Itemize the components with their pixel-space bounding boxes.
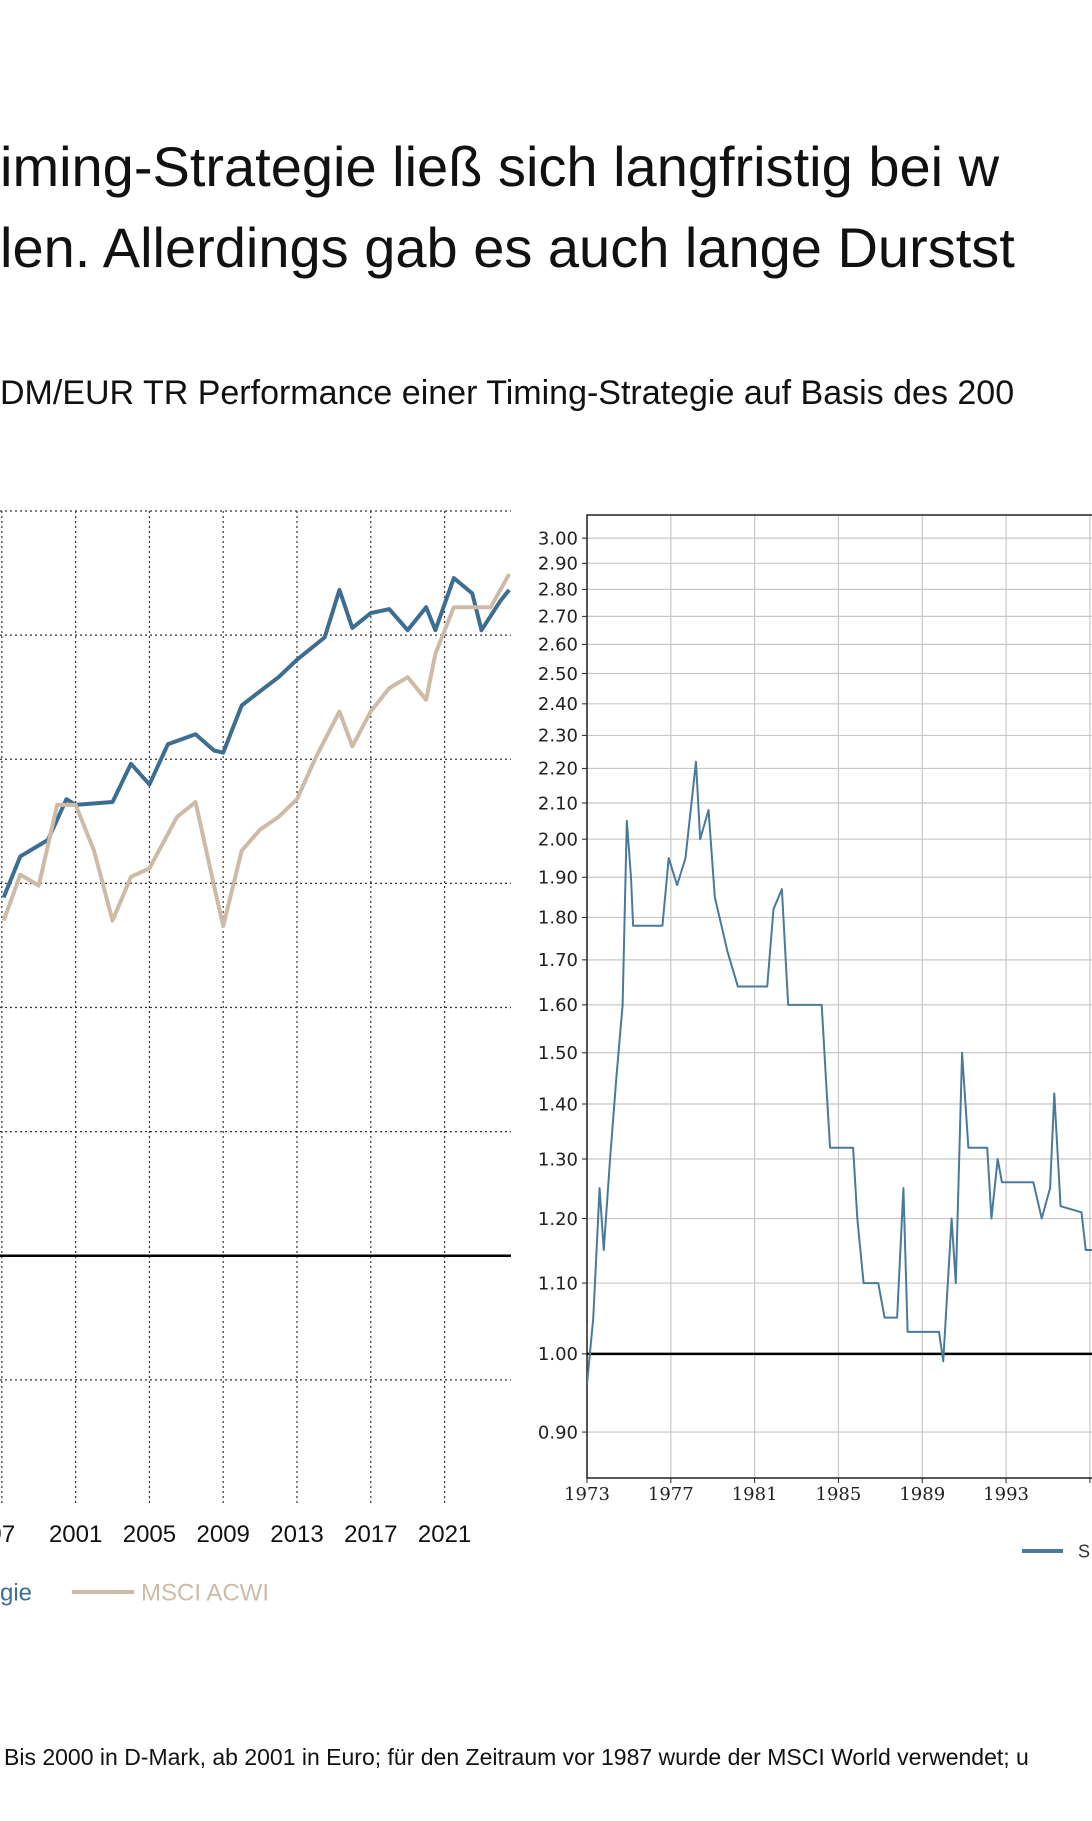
subtitle: DM/EUR TR Performance einer Timing-Strat… xyxy=(0,374,1014,412)
y-tick-label: 2.20 xyxy=(538,759,578,780)
y-tick-label: 0.90 xyxy=(538,1422,578,1443)
y-tick-label: 1.90 xyxy=(538,868,578,889)
x-tick-label: 2005 xyxy=(123,1521,176,1548)
y-tick-label: 1.50 xyxy=(538,1043,578,1064)
legend-label: S xyxy=(1078,1541,1090,1561)
y-tick-label: 2.70 xyxy=(538,607,578,628)
y-tick-label: 2.80 xyxy=(538,580,578,601)
x-tick-label: 1989 xyxy=(899,1484,945,1505)
x-tick-label: 1985 xyxy=(816,1484,862,1505)
y-tick-label: 1.40 xyxy=(538,1094,578,1115)
x-tick-label: 19 xyxy=(1090,1484,1092,1505)
y-tick-label: 1.70 xyxy=(538,950,578,971)
x-tick-label: 2001 xyxy=(49,1521,102,1548)
footnote: Bis 2000 in D-Mark, ab 2001 in Euro; für… xyxy=(4,1744,1029,1770)
x-tick-label: 2021 xyxy=(418,1521,471,1548)
title-line: iming-Strategie ließ sich langfristig be… xyxy=(0,135,1000,198)
series-line xyxy=(587,760,1092,1385)
y-tick-label: 1.10 xyxy=(538,1273,578,1294)
title-line: len. Allerdings gab es auch lange Dursts… xyxy=(0,216,1015,279)
y-tick-label: 1.60 xyxy=(538,995,578,1016)
chart: 0.90 1.00 1.10 1.20 1.30 1.40 1.50 1.60 1.70 1.80… xyxy=(538,514,1092,1561)
x-tick-label: 1981 xyxy=(732,1484,778,1505)
y-tick-label: 1.30 xyxy=(538,1149,578,1170)
axis-frame xyxy=(586,514,1092,1479)
y-tick-label: 2.40 xyxy=(538,694,578,715)
y-tick-label: 2.50 xyxy=(538,664,578,685)
x-tick-label: 2013 xyxy=(270,1521,323,1548)
x-tick-label: 97 xyxy=(0,1521,15,1548)
y-tick-label: 1.00 xyxy=(538,1344,578,1365)
legend-label: MSCI ACWI xyxy=(141,1579,269,1606)
y-tick-label: 2.60 xyxy=(538,635,578,656)
series-line xyxy=(1,576,511,899)
y-tick-label: 2.00 xyxy=(538,829,578,850)
x-tick-label: 1977 xyxy=(648,1484,694,1505)
x-tick-label: 1973 xyxy=(564,1484,610,1505)
y-tick-label: 3.00 xyxy=(538,528,578,549)
x-tick-label: 2017 xyxy=(344,1521,397,1548)
y-tick-label: 2.30 xyxy=(538,726,578,747)
legend-label: gie xyxy=(0,1579,32,1606)
y-tick-label: 1.20 xyxy=(538,1209,578,1230)
x-tick-label: 2009 xyxy=(197,1521,250,1548)
series-line xyxy=(1,573,511,929)
y-tick-label: 2.10 xyxy=(538,793,578,814)
y-tick-label: 1.80 xyxy=(538,908,578,929)
y-tick-label: 2.90 xyxy=(538,554,578,575)
x-tick-label: 1993 xyxy=(983,1484,1029,1505)
chart: 97 2001 2005 2009 2013 2017 2021 gie MSCI ACWI xyxy=(0,510,511,1606)
